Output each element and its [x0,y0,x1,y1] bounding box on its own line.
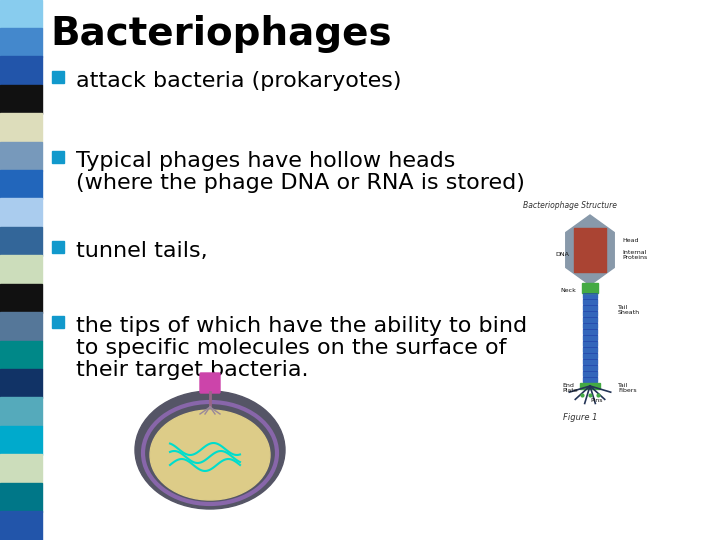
Text: Tail
Sheath: Tail Sheath [618,305,640,315]
Bar [0,454,42,483]
Bar [574,228,606,272]
Bar [583,323,597,328]
Text: Bacteriophage Structure: Bacteriophage Structure [523,201,617,210]
Bar [583,353,597,358]
Text: Internal
Proteins: Internal Proteins [622,249,647,260]
Bar [0,284,42,313]
Text: Figure 1: Figure 1 [563,413,598,422]
Bar [0,511,42,540]
Bar [0,198,42,227]
Text: Neck: Neck [560,287,576,293]
Bar [583,335,597,340]
Text: (where the phage DNA or RNA is stored): (where the phage DNA or RNA is stored) [76,173,525,193]
Text: Typical phages have hollow heads: Typical phages have hollow heads [76,151,455,171]
Text: attack bacteria (prokaryotes): attack bacteria (prokaryotes) [76,71,402,91]
Text: to specific molecules on the surface of: to specific molecules on the surface of [76,338,506,358]
Bar [52,71,64,83]
Bar [0,483,42,511]
Text: Head: Head [622,238,639,242]
Bar [52,241,64,253]
Bar [0,255,42,284]
Text: Tail
Fibers: Tail Fibers [618,383,636,394]
Bar [582,283,598,293]
Bar [583,365,597,370]
Bar [583,305,597,310]
Bar [0,312,42,341]
Bar [0,227,42,256]
Bar [0,56,42,85]
Bar [583,293,597,298]
Ellipse shape [135,391,285,509]
Bar [52,316,64,328]
Text: Pins: Pins [590,399,603,403]
Bar [583,371,597,376]
Bar [580,383,600,389]
Bar [583,299,597,304]
Bar [0,85,42,114]
Bar [0,170,42,199]
Text: Bacteriophages: Bacteriophages [50,15,392,53]
Bar [583,377,597,382]
Bar [583,311,597,316]
Text: their target bacteria.: their target bacteria. [76,360,308,380]
Bar [0,0,42,29]
Bar [583,317,597,322]
Ellipse shape [150,410,270,500]
Bar [0,369,42,398]
Text: End
Plate: End Plate [562,383,577,394]
Bar [583,359,597,364]
Bar [0,28,42,57]
Text: DNA: DNA [555,253,569,258]
Polygon shape [566,215,614,285]
Text: tunnel tails,: tunnel tails, [76,241,207,261]
Bar [583,347,597,352]
Bar [583,341,597,346]
Bar [583,329,597,334]
Bar [0,113,42,142]
Bar [0,341,42,369]
Text: the tips of which have the ability to bind: the tips of which have the ability to bi… [76,316,527,336]
Bar [52,151,64,163]
FancyBboxPatch shape [200,373,220,393]
Bar [0,141,42,171]
Bar [0,397,42,426]
Bar [0,426,42,455]
